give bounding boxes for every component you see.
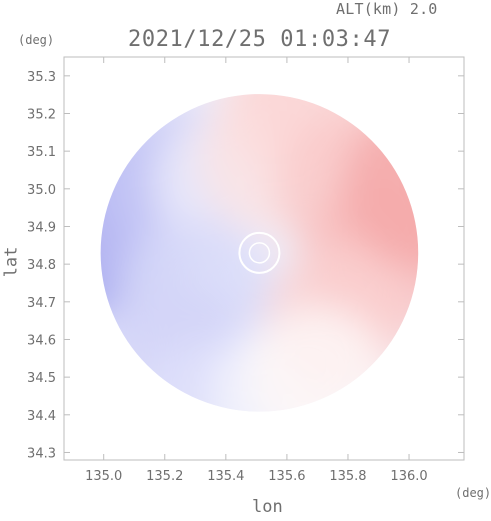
y-tick-label: 34.3 bbox=[27, 446, 56, 461]
y-tick-label: 35.0 bbox=[27, 183, 56, 198]
y-tick-label: 34.8 bbox=[27, 258, 56, 273]
y-tick-label: 35.1 bbox=[27, 145, 56, 160]
timestamp-title: 2021/12/25 01:03:47 bbox=[128, 27, 392, 52]
y-tick-label: 34.7 bbox=[27, 296, 56, 311]
x-tick-label: 135.6 bbox=[268, 469, 305, 484]
radar-site-inner-ring bbox=[248, 242, 271, 264]
radar-field bbox=[100, 94, 419, 412]
x-tick-label: 135.8 bbox=[329, 469, 366, 484]
field-blobs bbox=[100, 94, 419, 412]
axis-ticks: 135.0 135.2 135.4 135.6 135.8 136.0 34.3 34.4 34… bbox=[27, 57, 464, 484]
plot-frame bbox=[63, 56, 465, 461]
y-tick-label: 35.3 bbox=[27, 70, 56, 85]
field-circle bbox=[100, 94, 419, 412]
x-axis-label: lon bbox=[252, 497, 283, 517]
radar-site-ring bbox=[238, 231, 281, 274]
y-tick-label: 34.5 bbox=[27, 371, 56, 386]
y-tick-label: 35.2 bbox=[27, 107, 56, 122]
y-tick-label: 34.9 bbox=[27, 220, 56, 235]
x-tick-label: 135.2 bbox=[146, 469, 183, 484]
y-tick-label: 34.6 bbox=[27, 333, 56, 348]
field-box bbox=[100, 94, 419, 412]
field-sample-15 bbox=[246, 306, 389, 412]
altitude-label: ALT(km) 2.0 bbox=[336, 0, 438, 18]
x-tick-label: 136.0 bbox=[390, 469, 427, 484]
y-axis-unit: (deg) bbox=[18, 33, 55, 47]
y-tick-label: 34.4 bbox=[27, 409, 56, 424]
plot-border bbox=[63, 56, 465, 461]
x-tick-label: 135.0 bbox=[85, 469, 122, 484]
x-axis-unit: (deg) bbox=[455, 486, 491, 500]
x-tick-label: 135.4 bbox=[207, 469, 244, 484]
